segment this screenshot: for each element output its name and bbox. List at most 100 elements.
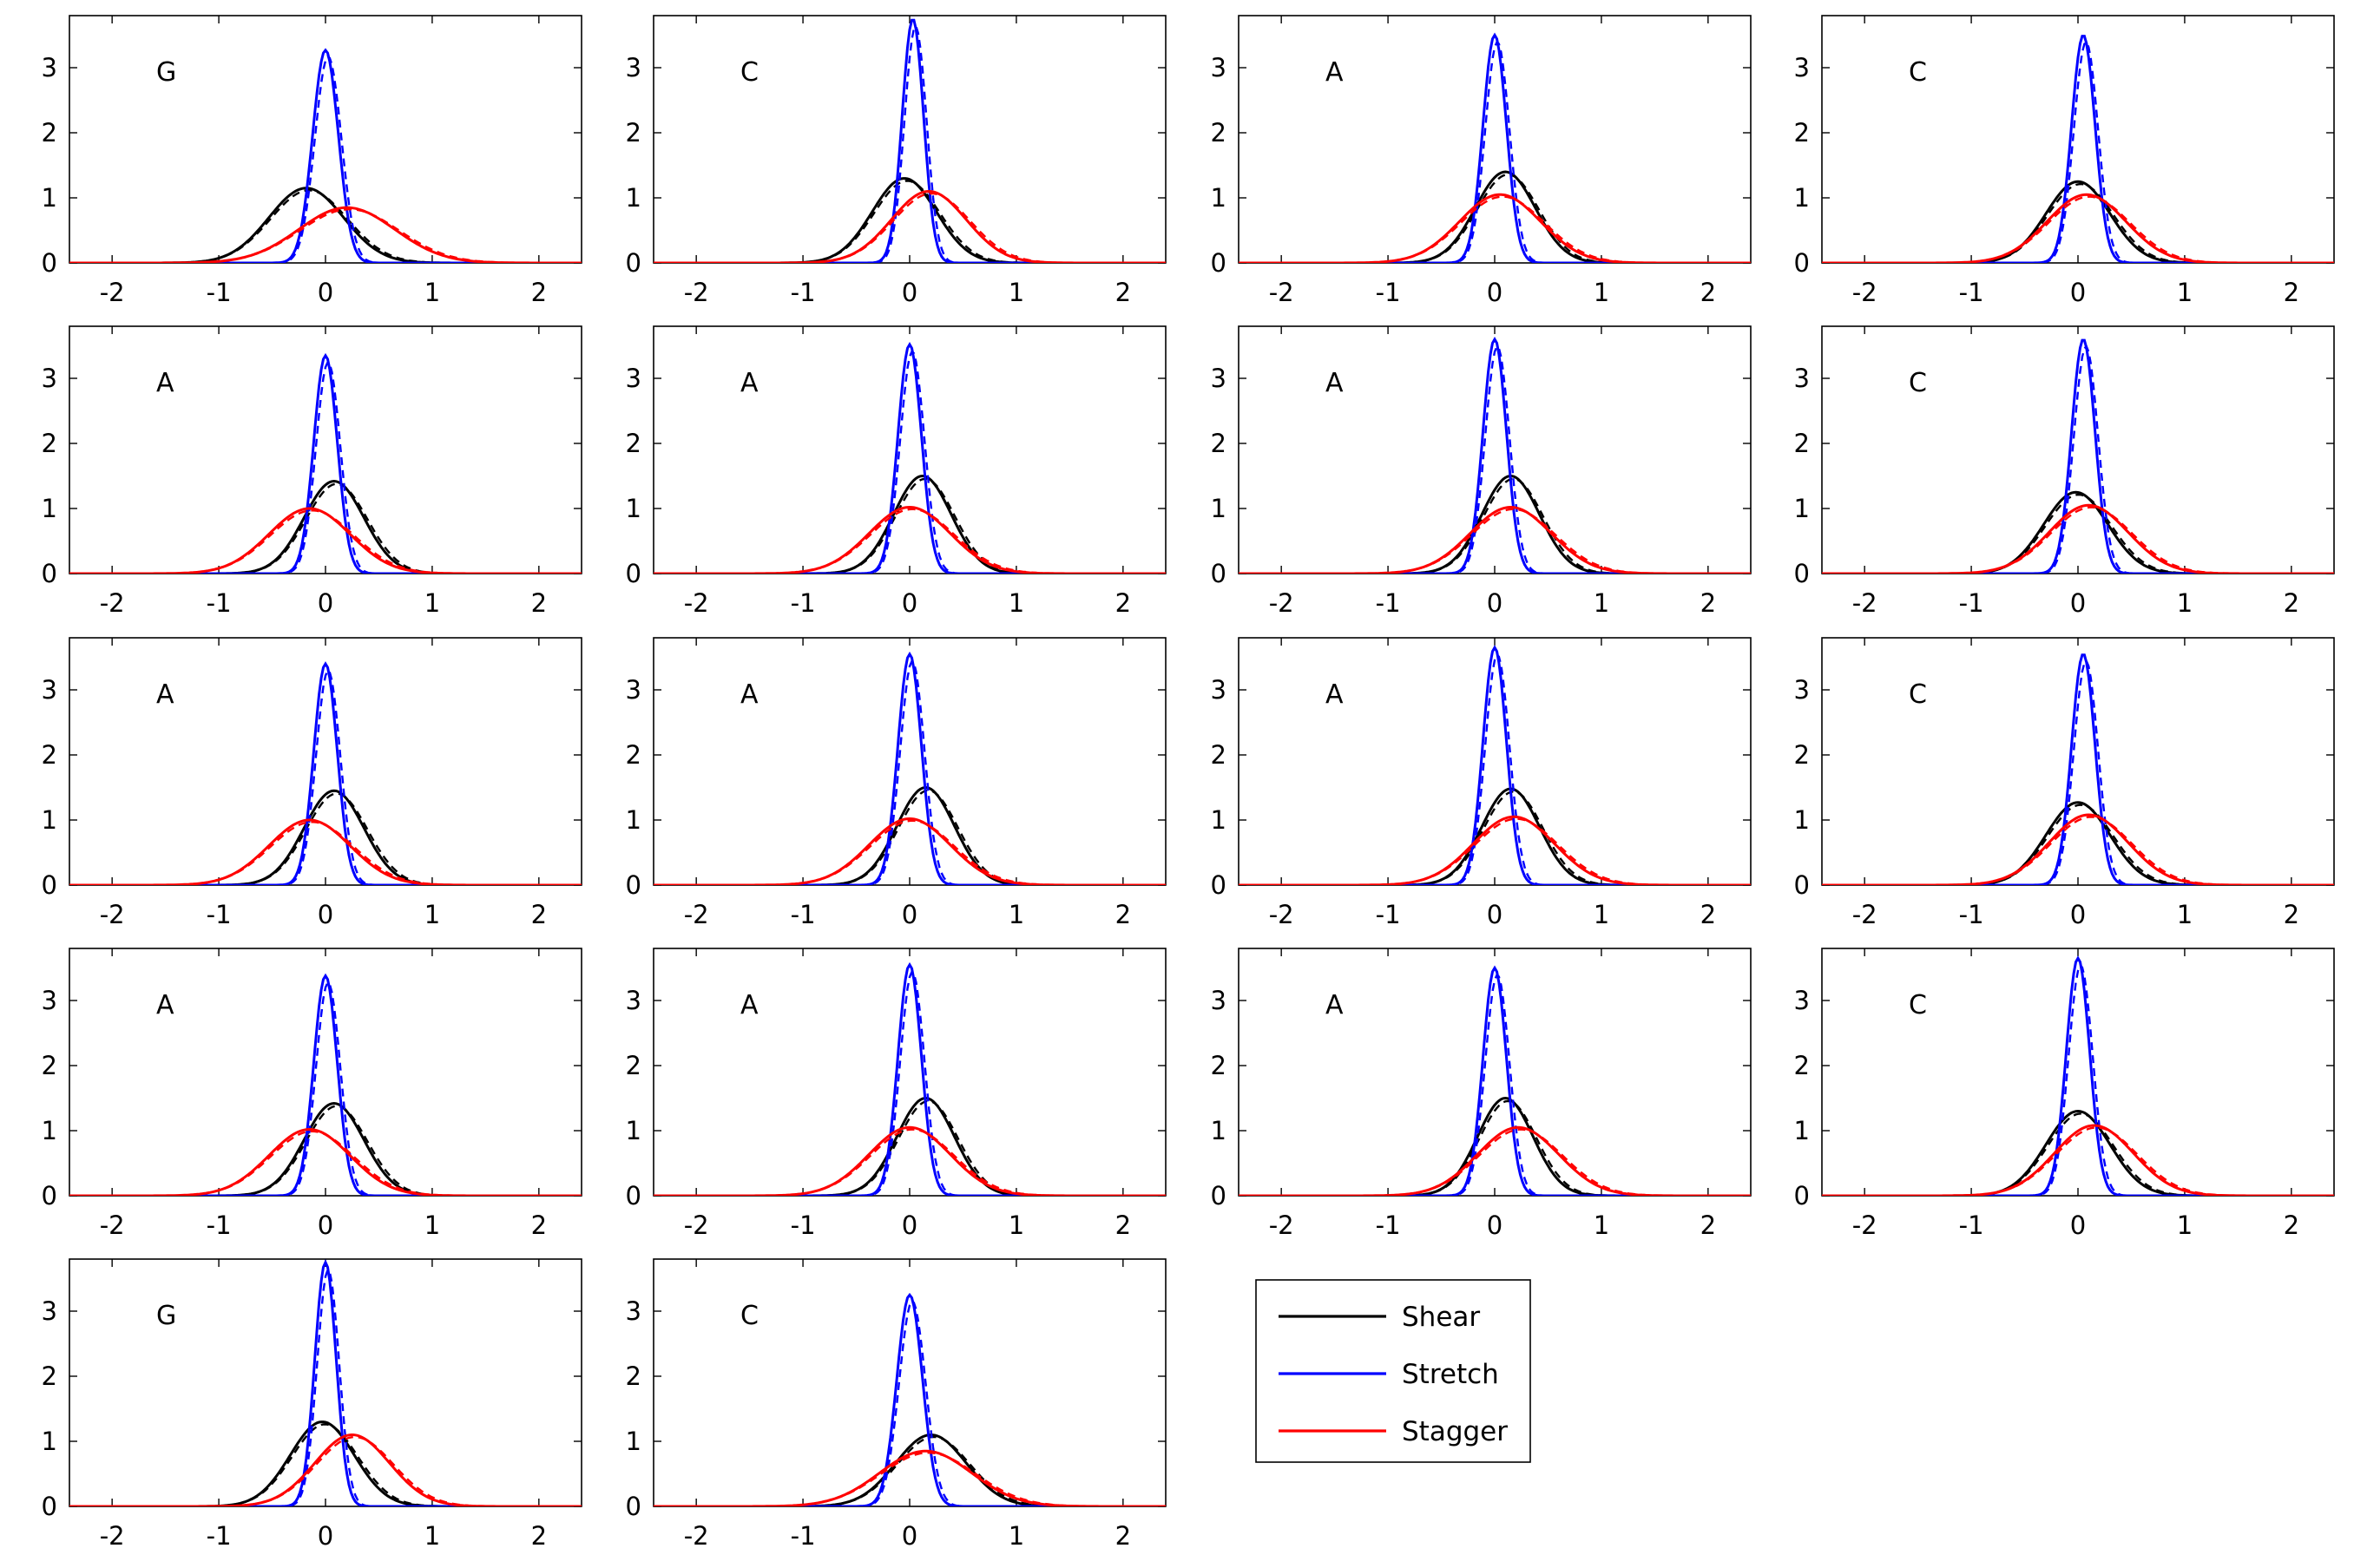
stretch-curve: [1239, 336, 1751, 574]
stretch-curve: [1239, 965, 1751, 1196]
subplot-14: -2 -1 0 1 2 0 1 2 3 A: [626, 948, 1167, 1240]
x-tick-label: 0: [1487, 1210, 1502, 1240]
shear-curve: [654, 1433, 1166, 1506]
stagger-curve-dashed: [1239, 817, 1751, 885]
x-tick-label: 0: [2070, 588, 2086, 618]
y-tick-label: 3: [626, 986, 641, 1015]
x-tick-label: 2: [531, 900, 547, 929]
x-tick-label: -1: [207, 1521, 232, 1551]
stagger-curve-dashed: [654, 819, 1166, 885]
y-tick-label: 0: [1211, 248, 1226, 278]
axes-box: [69, 1258, 582, 1507]
subplot-17: -2 -1 0 1 2 0 1 2 3 G: [42, 1258, 582, 1551]
y-tick-label: 2: [42, 740, 57, 770]
stagger-curve: [1239, 506, 1751, 574]
shear-curve: [1239, 475, 1751, 574]
y-tick-label: 2: [626, 1051, 641, 1080]
stagger-curve-dashed: [69, 509, 582, 574]
stretch-curve-dashed: [1822, 40, 2334, 263]
legend: Shear Stretch Stagger: [1255, 1279, 1531, 1463]
shear-curve: [654, 474, 1166, 574]
y-tick-label: 0: [42, 248, 57, 278]
subplot-16: -2 -1 0 1 2 0 1 2 3 C: [1794, 948, 2335, 1240]
y-tick-label: 2: [626, 429, 641, 458]
y-tick-label: 2: [1211, 429, 1226, 458]
shear-curve: [1239, 787, 1751, 885]
x-tick-label: 1: [424, 1521, 440, 1551]
x-tick-label: 0: [318, 900, 333, 929]
subplot-7: -2 -1 0 1 2 0 1 2 3 A: [1211, 325, 1752, 618]
y-tick-label: 1: [1211, 1116, 1226, 1145]
x-tick-label: 0: [318, 1521, 333, 1551]
y-tick-label: 0: [626, 248, 641, 278]
y-tick-label: 3: [1211, 53, 1226, 82]
stagger-curve-dashed: [69, 821, 582, 885]
stretch-curve-dashed: [654, 1300, 1166, 1506]
y-tick-label: 0: [626, 1181, 641, 1210]
shear-curve-dashed: [1822, 182, 2334, 263]
subplot-13: -2 -1 0 1 2 0 1 2 3 A: [42, 948, 582, 1240]
shear-curve: [69, 187, 582, 263]
axes-box: [653, 948, 1167, 1197]
shear-curve: [654, 786, 1166, 885]
y-tick-label: 0: [1211, 1181, 1226, 1210]
stretch-curve: [654, 342, 1166, 574]
y-tick-label: 3: [42, 53, 57, 82]
y-tick-label: 1: [626, 1116, 641, 1145]
x-tick-label: -1: [1376, 588, 1401, 618]
x-tick-label: 0: [902, 1521, 917, 1551]
axes-box: [69, 15, 582, 264]
stagger-curve: [69, 206, 582, 263]
x-tick-label: -2: [684, 278, 709, 307]
base-label: C: [1909, 990, 1927, 1020]
shear-curve: [1239, 170, 1751, 263]
axes-box: [1238, 325, 1752, 574]
base-label: G: [156, 1301, 176, 1331]
x-tick-label: -2: [1269, 588, 1294, 618]
y-tick-label: 2: [1794, 1051, 1810, 1080]
x-tick-label: 2: [1115, 900, 1131, 929]
x-tick-label: 2: [2284, 1210, 2299, 1240]
shear-curve: [1822, 1109, 2334, 1196]
x-tick-label: 2: [1700, 278, 1716, 307]
x-tick-label: 0: [1487, 900, 1502, 929]
stagger-curve-dashed: [1239, 195, 1751, 263]
stagger-curve-dashed: [1822, 1126, 2334, 1196]
x-tick-label: 1: [1009, 588, 1024, 618]
stretch-curve: [69, 48, 582, 263]
axes-box: [69, 325, 582, 574]
y-tick-label: 0: [1794, 1181, 1810, 1210]
x-tick-label: 1: [424, 278, 440, 307]
x-tick-label: 2: [2284, 278, 2299, 307]
x-tick-label: 0: [902, 588, 917, 618]
subplot-12: -2 -1 0 1 2 0 1 2 3 C: [1794, 637, 2335, 929]
base-label: C: [740, 57, 759, 88]
shear-curve: [654, 177, 1166, 263]
stretch-curve-dashed: [1822, 963, 2334, 1196]
x-tick-label: 0: [902, 278, 917, 307]
x-tick-label: 0: [318, 588, 333, 618]
stagger-curve: [654, 189, 1166, 263]
y-tick-label: 1: [1211, 183, 1226, 213]
stretch-curve-dashed: [654, 659, 1166, 885]
y-tick-label: 1: [42, 1116, 57, 1145]
stagger-curve: [654, 505, 1166, 574]
y-tick-label: 2: [42, 429, 57, 458]
stretch-curve-dashed: [69, 981, 582, 1196]
x-tick-label: 1: [1009, 278, 1024, 307]
y-tick-label: 0: [1794, 559, 1810, 588]
y-tick-label: 0: [42, 1181, 57, 1210]
y-tick-label: 1: [1211, 805, 1226, 835]
stretch-curve: [654, 651, 1166, 885]
stagger-curve: [1822, 1124, 2334, 1196]
y-tick-label: 2: [1211, 1051, 1226, 1080]
x-tick-label: -1: [791, 900, 816, 929]
x-tick-label: -1: [207, 900, 232, 929]
y-tick-label: 3: [1794, 53, 1810, 82]
stagger-curve-dashed: [1822, 506, 2334, 574]
stagger-curve: [654, 1125, 1166, 1196]
x-tick-label: 2: [531, 278, 547, 307]
base-label: A: [156, 368, 174, 398]
subplot-5: -2 -1 0 1 2 0 1 2 3 A: [42, 325, 582, 618]
